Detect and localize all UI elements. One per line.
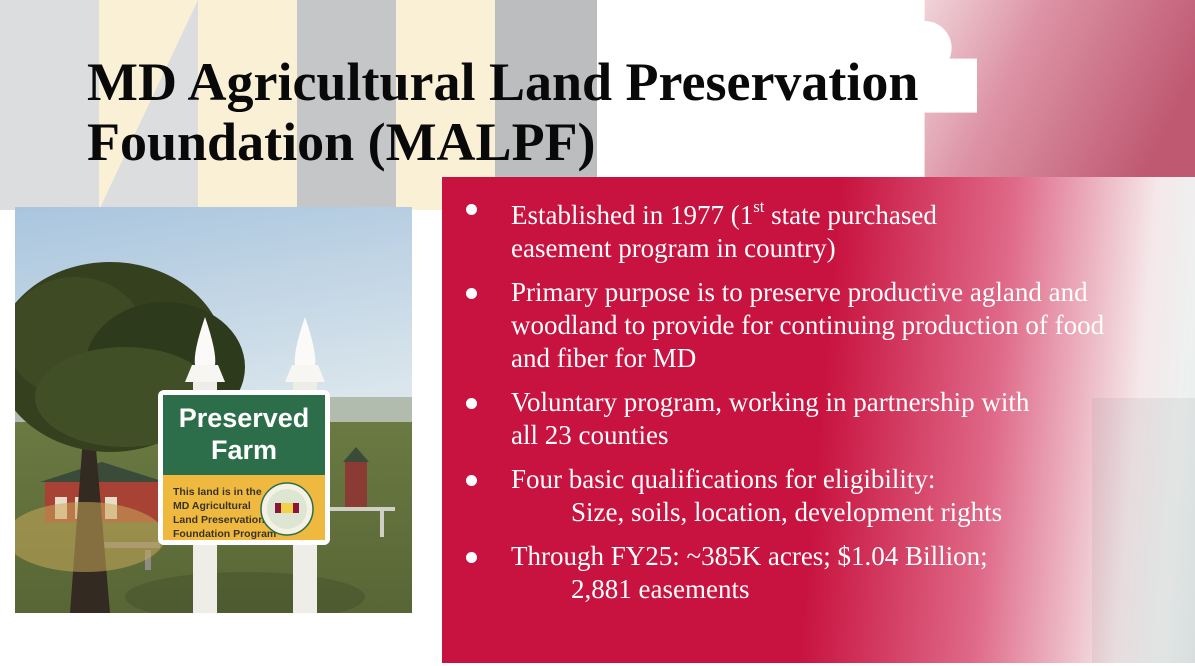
- svg-text:Farm: Farm: [211, 435, 277, 465]
- svg-text:Preserved: Preserved: [179, 403, 310, 433]
- svg-text:Foundation Program: Foundation Program: [173, 528, 276, 540]
- svg-text:MD Agricultural: MD Agricultural: [173, 500, 251, 512]
- svg-text:This land is in the: This land is in the: [173, 486, 262, 498]
- svg-text:Land Preservation: Land Preservation: [173, 514, 265, 526]
